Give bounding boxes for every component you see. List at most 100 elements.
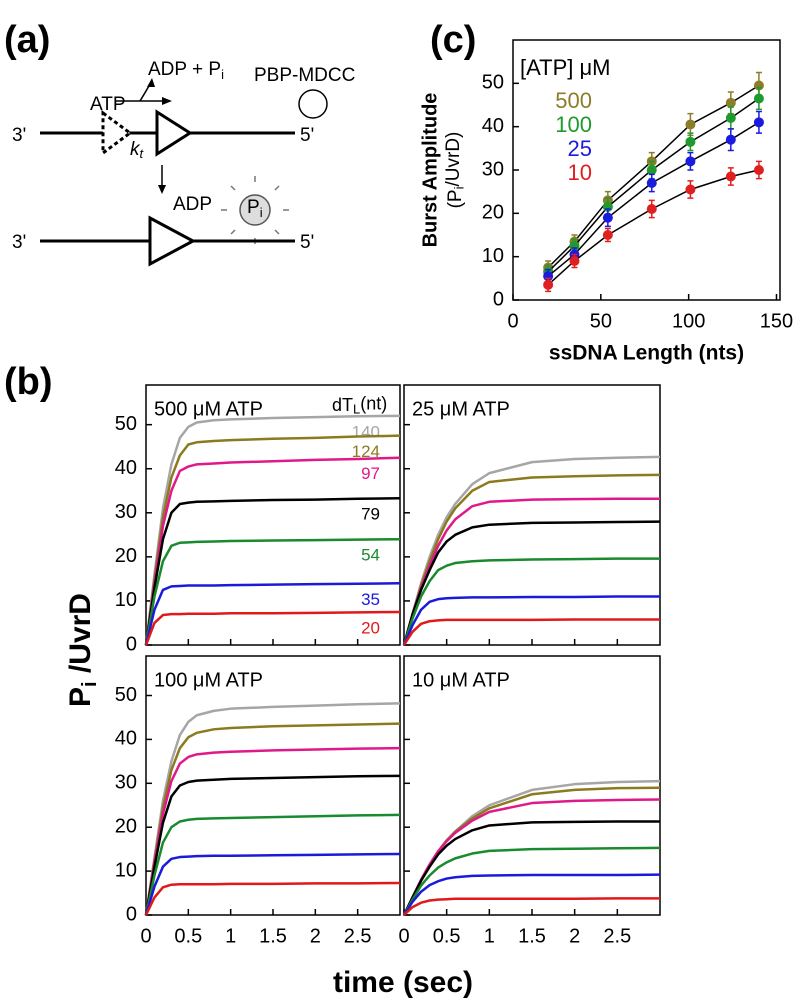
y-tick-label: 30	[115, 501, 137, 523]
data-line	[402, 497, 660, 646]
data-line	[144, 610, 401, 646]
series-label: 79	[361, 505, 380, 524]
subscript: i	[260, 205, 263, 220]
y-tick-label: 0	[126, 633, 137, 655]
subscript: t	[140, 146, 145, 161]
probe-icon	[298, 89, 328, 119]
data-line	[402, 455, 661, 646]
y-tick-label: 40	[482, 115, 504, 137]
y-axis-label: Pi /UvrD	[64, 593, 101, 707]
y-tick-label: 0	[493, 288, 504, 310]
pi-glow	[221, 176, 289, 244]
subscript: i	[79, 681, 101, 687]
data-line	[402, 873, 661, 916]
x-tick-label: 150	[760, 310, 793, 332]
y-tick-label: 30	[482, 158, 504, 180]
y-tick-label: 20	[482, 202, 504, 224]
data-line	[144, 702, 401, 916]
subscript: i	[221, 67, 224, 82]
arrow-head	[158, 185, 166, 194]
x-tick-label: 0.5	[433, 925, 461, 947]
data-line	[402, 846, 661, 916]
label: PBP-MDCC	[254, 65, 355, 86]
x-tick-label: 2	[569, 925, 580, 947]
label: 5'	[300, 232, 314, 253]
pi-icon	[239, 194, 271, 226]
y-tick-label: 10	[115, 589, 137, 611]
data-line	[402, 595, 660, 646]
data-point	[753, 117, 764, 128]
data-line	[144, 852, 401, 916]
subscript: L	[353, 402, 360, 417]
label-part: (P	[445, 189, 466, 208]
label-part: k	[130, 139, 141, 160]
panel-label: (a)	[4, 19, 50, 61]
series-label: 97	[361, 464, 380, 483]
series-label: 54	[361, 546, 380, 565]
x-tick-label: 1.5	[518, 925, 546, 947]
subscript: i	[452, 186, 467, 189]
data-line	[144, 456, 401, 646]
data-point	[725, 113, 736, 123]
legend-entry: 500	[555, 88, 592, 113]
data-point	[646, 204, 657, 214]
data-line	[144, 813, 401, 916]
data-point	[753, 165, 764, 175]
y-tick-label: 50	[115, 413, 137, 435]
series-label: 35	[361, 590, 380, 609]
data-point	[646, 178, 657, 188]
data-point	[685, 136, 696, 147]
label: dTL(nt)	[332, 393, 387, 417]
legend-entry: 100	[555, 112, 592, 137]
panel-title: 10 μM ATP	[412, 669, 510, 691]
y-tick-label: 20	[115, 815, 137, 837]
x-axis-label: time (sec)	[333, 966, 473, 999]
data-point	[685, 156, 696, 167]
series-label: 124	[352, 442, 380, 461]
x-tick-label: 1.5	[259, 925, 287, 947]
label: ADP + Pi	[148, 59, 224, 82]
legend-entry: 10	[568, 160, 592, 185]
y-tick-label: 40	[115, 457, 137, 479]
data-point	[602, 230, 613, 240]
y-tick-label: 40	[115, 728, 137, 750]
label-part: ADP + P	[148, 59, 221, 80]
y-tick-label: 30	[115, 772, 137, 794]
label: 5'	[300, 125, 314, 146]
data-point	[685, 184, 696, 195]
data-line	[403, 897, 660, 916]
diagram: ATP ADP + Pi PBP-MDCC kt 3' 5' ADP Pi 3'…	[12, 59, 355, 267]
y-tick-label: 10	[482, 245, 504, 267]
panel-title: 25 μM ATP	[412, 398, 510, 420]
data-line	[402, 618, 660, 646]
x-tick-label: 0.5	[174, 925, 202, 947]
label-part: P	[247, 197, 260, 218]
data-point	[685, 119, 696, 130]
data-line	[144, 414, 401, 646]
label: 3'	[12, 125, 26, 146]
arrow-head	[147, 78, 155, 87]
data-point	[646, 165, 657, 175]
plot-frame	[145, 655, 401, 916]
data-point	[602, 212, 613, 223]
label: Pi	[247, 197, 263, 220]
label-part: /UvrD)	[443, 132, 464, 187]
label: (Pi/UvrD)	[443, 132, 467, 209]
x-tick-label: 2.5	[344, 925, 372, 947]
y-tick-label: 0	[126, 903, 137, 925]
data-line	[144, 582, 401, 646]
data-point	[569, 256, 580, 266]
panel-title: 500 μM ATP	[154, 398, 263, 420]
label: 3'	[12, 232, 26, 253]
arrow-head	[162, 97, 172, 105]
series-label: 140	[352, 422, 380, 441]
data-point	[725, 134, 736, 145]
y-tick-label: 20	[115, 545, 137, 567]
data-line	[144, 774, 401, 916]
panel-label: (c)	[430, 19, 476, 61]
label: kt	[130, 139, 145, 161]
x-tick-label: 100	[672, 310, 705, 332]
data-point	[725, 171, 736, 182]
data-line	[144, 434, 401, 646]
